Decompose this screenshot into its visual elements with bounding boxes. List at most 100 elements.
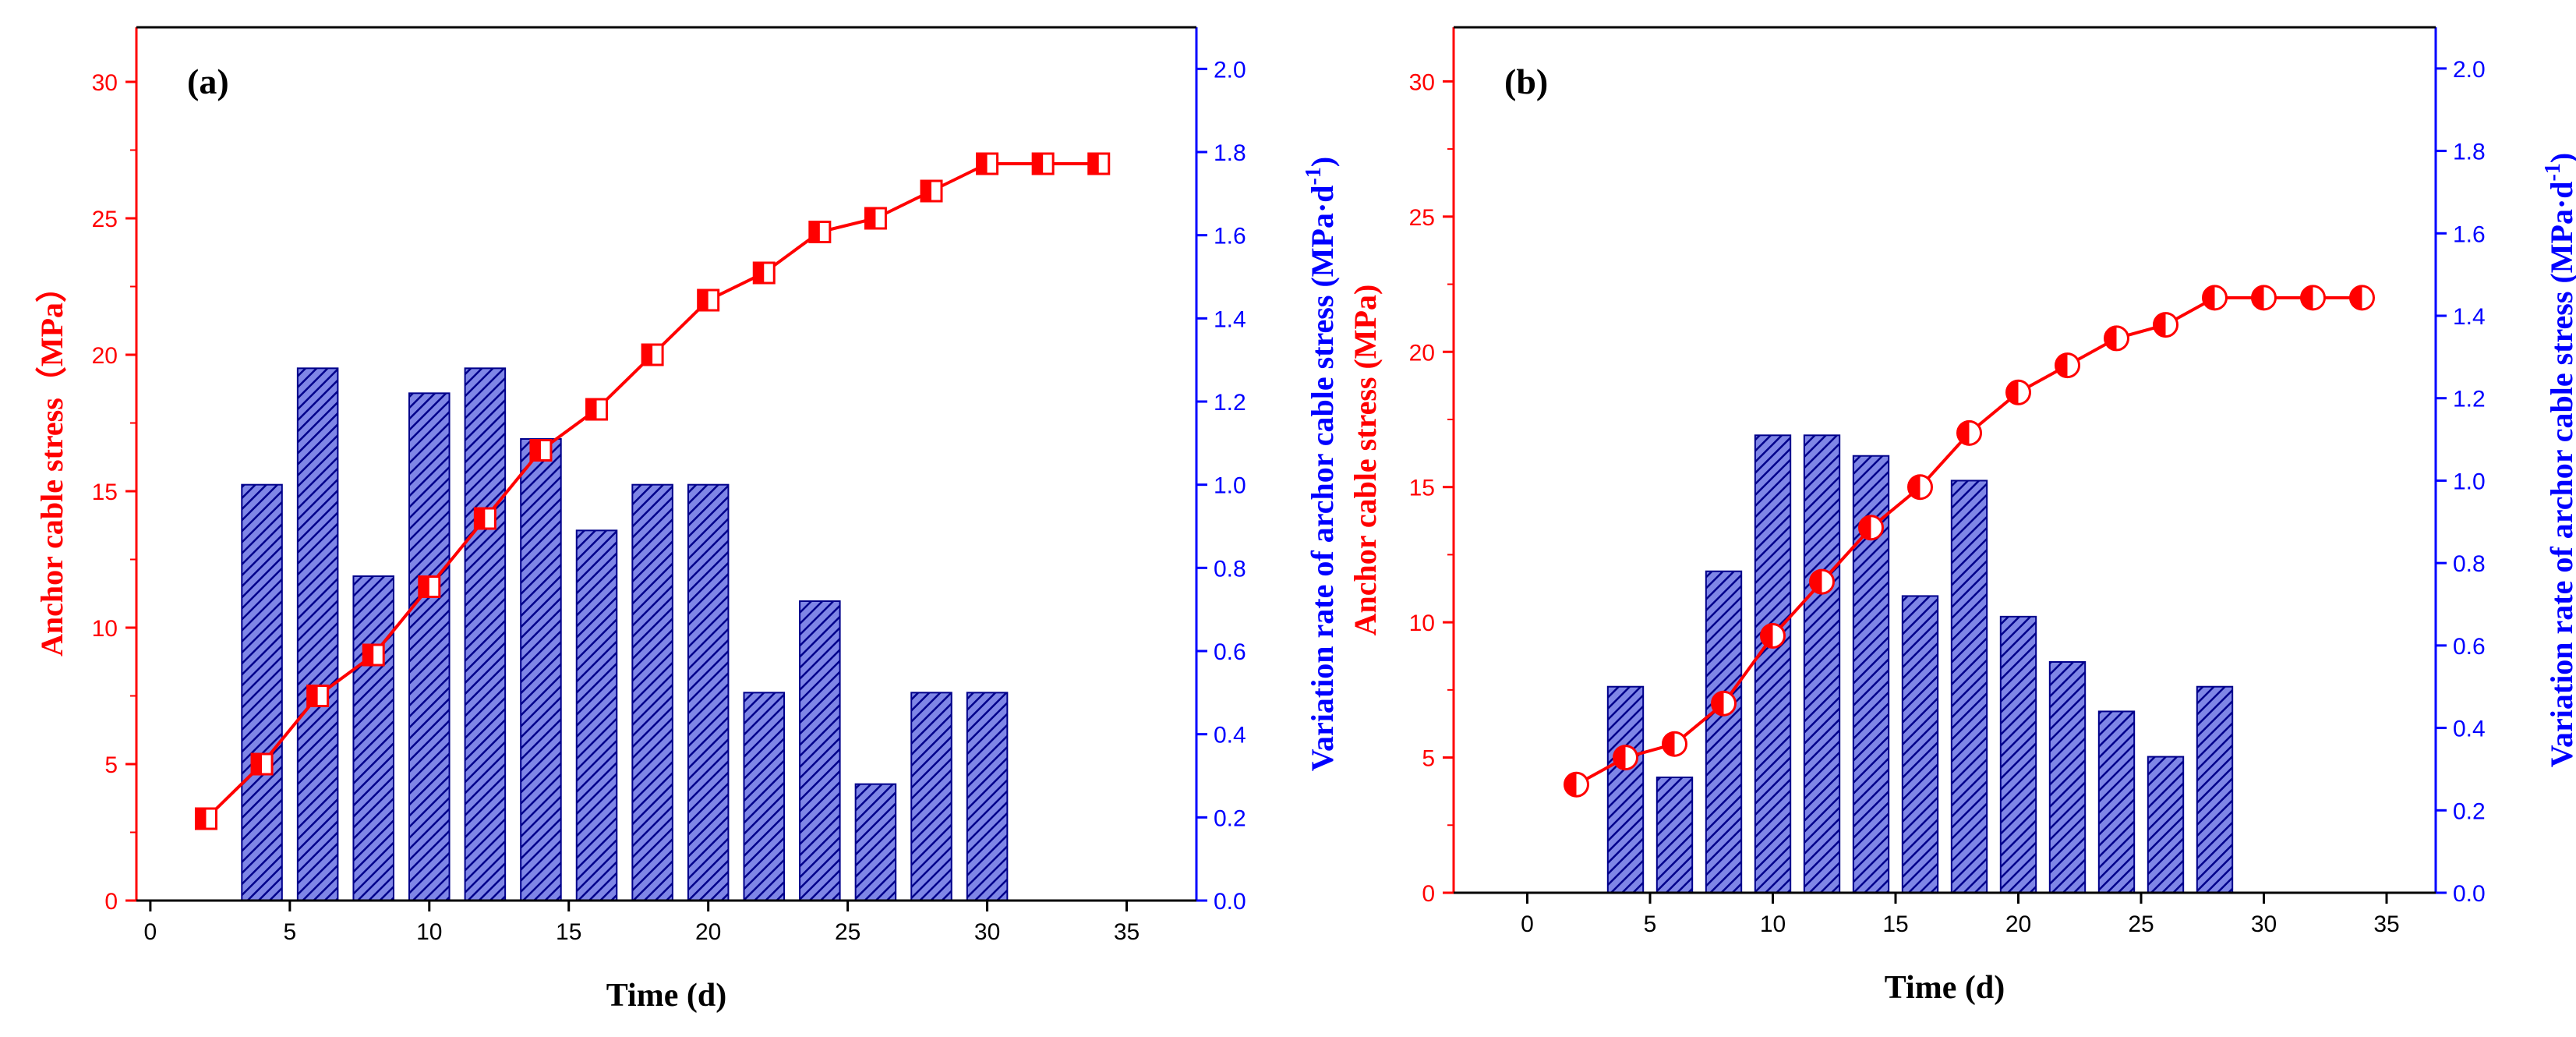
- marker-fill: [809, 221, 820, 242]
- stress-point: [1711, 690, 1737, 717]
- rate-bar: [1754, 434, 1792, 894]
- x-tick-label: 20: [695, 919, 721, 945]
- x-tick-label: 15: [556, 919, 581, 945]
- marker-fill: [1663, 732, 1675, 756]
- right-tick-label: 0.0: [1214, 889, 1246, 915]
- right-tick-label: 0.0: [2453, 881, 2486, 907]
- rate-bar: [910, 692, 952, 901]
- rate-bar: [1606, 685, 1645, 894]
- rate-bar: [2196, 685, 2234, 894]
- right-axis-label-end: ): [2544, 153, 2576, 163]
- left-tick-label: 20: [92, 343, 118, 369]
- stress-point: [641, 343, 664, 366]
- marker-fill: [2006, 380, 2019, 405]
- right-tick-label: 1.4: [2453, 304, 2486, 330]
- stress-point: [2104, 325, 2129, 352]
- marker-fill: [2154, 313, 2166, 337]
- rate-bar: [2147, 756, 2185, 894]
- right-tick-label: 0.2: [2453, 798, 2486, 824]
- x-tick-label: 30: [2251, 911, 2277, 937]
- right-tick-label: 0.6: [1214, 639, 1246, 665]
- right-tick-label: 0.8: [1214, 556, 1246, 582]
- marker-fill: [1957, 421, 1970, 445]
- rate-bar: [1999, 615, 2037, 894]
- right-tick-label: 1.8: [1214, 140, 1246, 166]
- stress-point: [250, 752, 274, 776]
- rate-bar: [854, 783, 897, 902]
- right-tick-label: 2.0: [2453, 57, 2486, 83]
- marker-fill: [196, 809, 207, 829]
- marker-fill: [2252, 285, 2264, 310]
- stress-point: [362, 643, 385, 667]
- marker-fill: [865, 208, 876, 228]
- right-tick-label: 1.0: [2453, 469, 2486, 494]
- stress-point: [2300, 285, 2326, 311]
- marker-fill: [977, 154, 988, 174]
- marker-fill: [642, 345, 653, 365]
- right-tick-label: 1.4: [1214, 306, 1246, 332]
- rate-bar: [464, 367, 507, 902]
- right-tick-label: 0.6: [2453, 634, 2486, 660]
- stress-point: [1809, 568, 1835, 595]
- stress-point: [2251, 285, 2277, 311]
- right-axis-label: Variation rate of archor cable stress (M…: [2541, 153, 2576, 767]
- marker-fill: [363, 645, 374, 665]
- left-tick-label: 30: [92, 70, 118, 96]
- stress-point: [697, 288, 720, 312]
- stress-point: [418, 575, 441, 598]
- stress-point: [194, 807, 217, 830]
- panel-a: 0 5 10 15 20 25 30 35 0 5 10 15 20 25 30 0.0 0.2 0.4 0.6 0.…: [34, 26, 1340, 1014]
- rate-bar: [2048, 661, 2087, 894]
- x-tick-label: 20: [2005, 911, 2031, 937]
- x-tick-label: 0: [144, 919, 157, 945]
- rate-bar: [1950, 480, 1988, 894]
- stress-point: [864, 207, 887, 230]
- right-axis-label-end: ): [1305, 157, 1340, 167]
- x-tick-label: 25: [835, 919, 860, 945]
- stress-point: [1907, 474, 1933, 501]
- rate-bar: [2097, 710, 2136, 894]
- rate-bar: [1803, 434, 1841, 894]
- stress-point: [585, 398, 609, 421]
- x-tick-label: 5: [1644, 911, 1657, 937]
- rate-bar: [631, 483, 673, 901]
- marker-fill: [1810, 570, 1822, 594]
- right-tick-label: 1.2: [1214, 390, 1246, 416]
- rate-bar: [1655, 777, 1694, 894]
- stress-point: [808, 221, 832, 243]
- stress-point: [2153, 312, 2178, 338]
- rate-bar: [1705, 570, 1743, 894]
- rate-bar: [352, 575, 394, 901]
- panel-label: (a): [187, 62, 229, 101]
- left-tick-label: 20: [1409, 340, 1435, 366]
- stress-point: [473, 507, 496, 530]
- left-tick-label: 15: [92, 480, 118, 505]
- x-tick-label: 10: [1760, 911, 1786, 937]
- marker-fill: [475, 508, 486, 529]
- left-tick-label: 15: [1409, 476, 1435, 501]
- marker-fill: [419, 576, 429, 597]
- marker-fill: [1859, 515, 1871, 540]
- right-tick-label: 1.8: [2453, 140, 2486, 165]
- stress-point: [1564, 771, 1589, 798]
- stress-point: [752, 261, 776, 285]
- panel-label: (b): [1504, 62, 1548, 101]
- marker-fill: [754, 263, 765, 283]
- marker-fill: [2055, 353, 2068, 377]
- right-tick-label: 1.6: [1214, 224, 1246, 250]
- rate-bar: [408, 392, 451, 902]
- x-tick-label: 15: [1882, 911, 1908, 937]
- marker-fill: [586, 399, 597, 419]
- left-tick-label: 25: [92, 207, 118, 232]
- left-tick-label: 5: [1422, 746, 1435, 772]
- marker-fill: [2301, 285, 2313, 310]
- right-tick-label: 1.0: [1214, 473, 1246, 499]
- right-axis-label-main: Variation rate of archor cable stress (M…: [2544, 181, 2576, 767]
- stress-point: [920, 179, 943, 203]
- panel-b: 0 5 10 15 20 25 30 35 0 5 10 15 20 25 30 0.0 0.2 0.4 0.6 0.…: [1348, 26, 2576, 1006]
- x-tick-label: 25: [2128, 911, 2154, 937]
- left-tick-label: 5: [104, 752, 118, 778]
- right-tick-label: 1.6: [2453, 221, 2486, 247]
- rate-bar: [687, 483, 730, 901]
